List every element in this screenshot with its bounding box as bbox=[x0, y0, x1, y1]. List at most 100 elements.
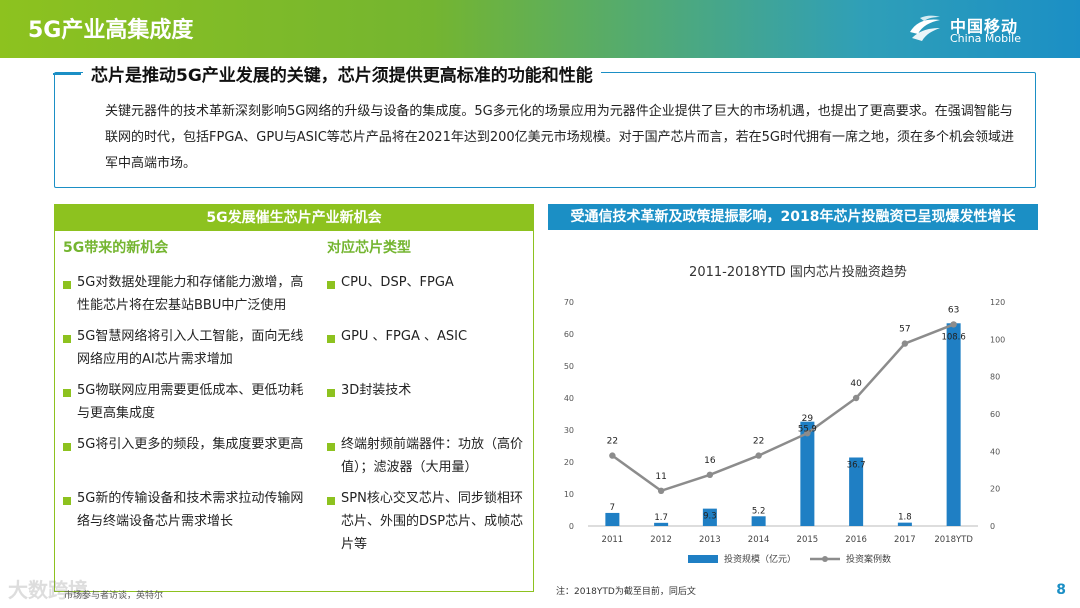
left-axis-tick-label: 30 bbox=[564, 426, 574, 435]
chip-type-item: GPU 、FPGA 、ASIC bbox=[341, 329, 468, 344]
left-axis-tick-label: 70 bbox=[564, 298, 574, 307]
china-mobile-logo-icon bbox=[910, 15, 940, 41]
summary-heading-text: 芯片是推动5G产业发展的关键，芯片须提供更高标准的功能和性能 bbox=[91, 66, 593, 86]
investment-bar-label: 5.2 bbox=[752, 506, 766, 516]
right-axis-tick-label: 100 bbox=[990, 335, 1005, 344]
china-mobile-logo: 中国移动 China Mobile bbox=[908, 12, 1058, 48]
investment-bar bbox=[800, 421, 815, 526]
investment-bar bbox=[849, 457, 864, 526]
x-axis-category-label: 2014 bbox=[748, 535, 770, 545]
opportunities-panel: 5G发展催生芯片产业新机会 5G带来的新机会 对应芯片类型 5G对数据处理能力和… bbox=[54, 204, 534, 592]
investment-bar bbox=[897, 522, 912, 526]
legend-bar-swatch bbox=[688, 555, 718, 563]
investment-bar bbox=[946, 323, 961, 526]
legend-line-marker bbox=[822, 556, 828, 562]
investment-bar-label: 36.7 bbox=[847, 460, 866, 470]
legend-line-label: 投资案例数 bbox=[846, 553, 891, 565]
opportunity-item: 5G智慧网络将引入人工智能，面向无线网络应用的AI芯片需求增加 bbox=[77, 329, 304, 367]
right-axis-tick-label: 0 bbox=[990, 522, 995, 531]
left-axis-tick-label: 50 bbox=[564, 362, 574, 371]
case-count-point bbox=[755, 452, 762, 459]
chip-type-item: SPN核心交叉芯片、同步锁相环芯片、外围的DSP芯片、成帧芯片等 bbox=[341, 491, 524, 552]
investment-bar bbox=[605, 512, 620, 526]
case-count-point bbox=[901, 340, 909, 347]
case-count-point bbox=[706, 471, 714, 478]
summary-box: 芯片是推动5G产业发展的关键，芯片须提供更高标准的功能和性能 关键元器件的技术革… bbox=[53, 61, 1036, 188]
legend-bar-label: 投资规模（亿元） bbox=[724, 553, 796, 565]
x-axis-category-label: 2011 bbox=[602, 535, 624, 545]
chart-footnote: 注：2018YTD为截至目前，同后文 bbox=[556, 587, 696, 597]
case-count-point bbox=[852, 394, 860, 402]
chip-type-item: CPU、DSP、FPGA bbox=[341, 275, 454, 290]
case-count-label: 40 bbox=[850, 379, 862, 389]
investment-bar-label: 1.7 bbox=[654, 513, 668, 523]
source-note: 市场参与者访谈，英特尔 bbox=[64, 591, 164, 601]
case-count-point bbox=[657, 487, 665, 494]
logo-text-cn: 中国移动 bbox=[950, 17, 1019, 36]
investment-bar-label: 9.3 bbox=[703, 512, 717, 522]
summary-text: 关键元器件的技术革新深刻影响5G网络的升级与设备的集成度。5G多元化的场景应用为… bbox=[105, 104, 1015, 171]
investment-bar bbox=[751, 516, 766, 526]
opportunities-column-heading: 5G带来的新机会 bbox=[63, 240, 169, 256]
opportunity-item: 5G将引入更多的频段，集成度要求更高 bbox=[77, 437, 304, 452]
logo-text-en: China Mobile bbox=[950, 32, 1022, 45]
watermark: 大数跨境 bbox=[8, 578, 88, 602]
x-axis-category-label: 2017 bbox=[894, 535, 916, 545]
case-count-label: 57 bbox=[899, 325, 910, 335]
case-count-label: 16 bbox=[704, 456, 716, 466]
bullet-icon bbox=[327, 443, 335, 451]
investment-bar-label: 108.6 bbox=[941, 332, 965, 342]
heading-accent-line bbox=[53, 73, 81, 75]
summary-heading: 芯片是推动5G产业发展的关键，芯片须提供更高标准的功能和性能 bbox=[53, 61, 601, 86]
chart-plot-area: 0 10 20 30 40 50 60 70 0 20 40 60 80 100 120 22 11 16 22 29… bbox=[564, 298, 1005, 565]
case-count-label: 29 bbox=[802, 414, 814, 424]
case-count-label: 22 bbox=[753, 437, 764, 447]
investment-bar bbox=[654, 522, 669, 526]
investment-bar-label: 7 bbox=[610, 503, 615, 513]
investment-trend-chart: 2011-2018YTD 国内芯片投融资趋势 0 10 20 30 40 50 60 70 0 2… bbox=[564, 264, 1005, 565]
page-number: 8 bbox=[1056, 582, 1066, 598]
case-count-point bbox=[950, 321, 957, 328]
left-axis-tick-label: 10 bbox=[564, 490, 574, 499]
opportunity-item: 5G物联网应用需要更低成本、更低功耗与更高集成度 bbox=[77, 383, 304, 421]
investment-bar-label: 1.8 bbox=[898, 513, 912, 523]
bullet-icon bbox=[327, 335, 335, 343]
investment-bar bbox=[702, 508, 717, 526]
left-axis-tick-label: 60 bbox=[564, 330, 574, 339]
bullet-icon bbox=[327, 497, 335, 505]
bullet-icon bbox=[327, 281, 335, 289]
header-bar: 5G产业高集成度 中国移动 China Mobile bbox=[0, 0, 1080, 58]
right-axis-tick-label: 40 bbox=[990, 447, 1000, 456]
case-count-point bbox=[804, 430, 811, 437]
bullet-icon bbox=[63, 281, 71, 289]
bullet-icon bbox=[63, 335, 71, 343]
bullet-icon bbox=[63, 443, 71, 451]
right-axis-tick-label: 20 bbox=[990, 485, 1000, 494]
investment-bar-label: 55.9 bbox=[798, 425, 817, 435]
chart-panel-title: 受通信技术革新及政策提振影响，2018年芯片投融资已呈现爆发性增长 bbox=[548, 204, 1038, 230]
x-axis-category-label: 2018YTD bbox=[934, 535, 973, 545]
case-count-label: 22 bbox=[607, 437, 618, 447]
left-axis-tick-label: 40 bbox=[564, 394, 574, 403]
case-count-point bbox=[609, 452, 616, 459]
x-axis-category-label: 2016 bbox=[845, 535, 867, 545]
right-axis-tick-label: 80 bbox=[990, 373, 1000, 382]
bullet-icon bbox=[63, 389, 71, 397]
chart-title: 2011-2018YTD 国内芯片投融资趋势 bbox=[689, 264, 907, 280]
bullet-icon bbox=[63, 497, 71, 505]
case-count-line bbox=[611, 323, 955, 493]
bullet-icon bbox=[327, 389, 335, 397]
right-axis-tick-label: 120 bbox=[990, 298, 1005, 307]
x-axis-category-label: 2012 bbox=[650, 535, 672, 545]
chip-type-item: 终端射频前端器件：功放（高价值）；滤波器（大用量） bbox=[341, 437, 524, 475]
x-axis-category-label: 2013 bbox=[699, 535, 721, 545]
page-title: 5G产业高集成度 bbox=[28, 18, 194, 43]
chip-type-item: 3D封装技术 bbox=[341, 383, 412, 398]
opportunity-item: 5G新的传输设备和技术需求拉动传输网络与终端设备芯片需求增长 bbox=[77, 491, 304, 529]
opportunities-panel-title: 5G发展催生芯片产业新机会 bbox=[55, 205, 533, 231]
chip-types-column-heading: 对应芯片类型 bbox=[327, 240, 411, 256]
left-axis-tick-label: 0 bbox=[569, 522, 574, 531]
case-count-label: 11 bbox=[655, 472, 666, 482]
left-axis-tick-label: 20 bbox=[564, 458, 574, 467]
opportunity-item: 5G对数据处理能力和存储能力激增，高性能芯片将在宏基站BBU中广泛使用 bbox=[77, 275, 304, 313]
